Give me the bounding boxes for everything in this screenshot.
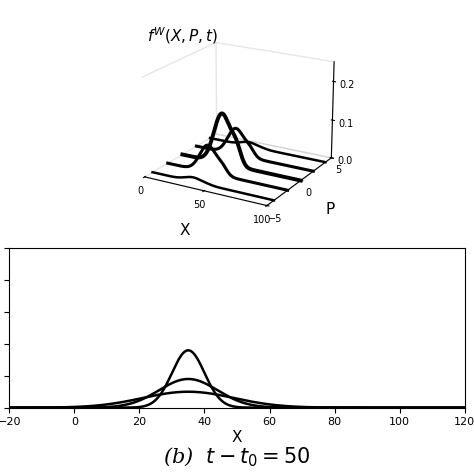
Text: $f^W(X,P,t)$: $f^W(X,P,t)$ [146, 25, 218, 46]
X-axis label: X: X [232, 430, 242, 445]
Text: (b)  $t - t_0 = 50$: (b) $t - t_0 = 50$ [163, 446, 311, 469]
X-axis label: X: X [179, 223, 190, 237]
Y-axis label: P: P [325, 202, 335, 218]
